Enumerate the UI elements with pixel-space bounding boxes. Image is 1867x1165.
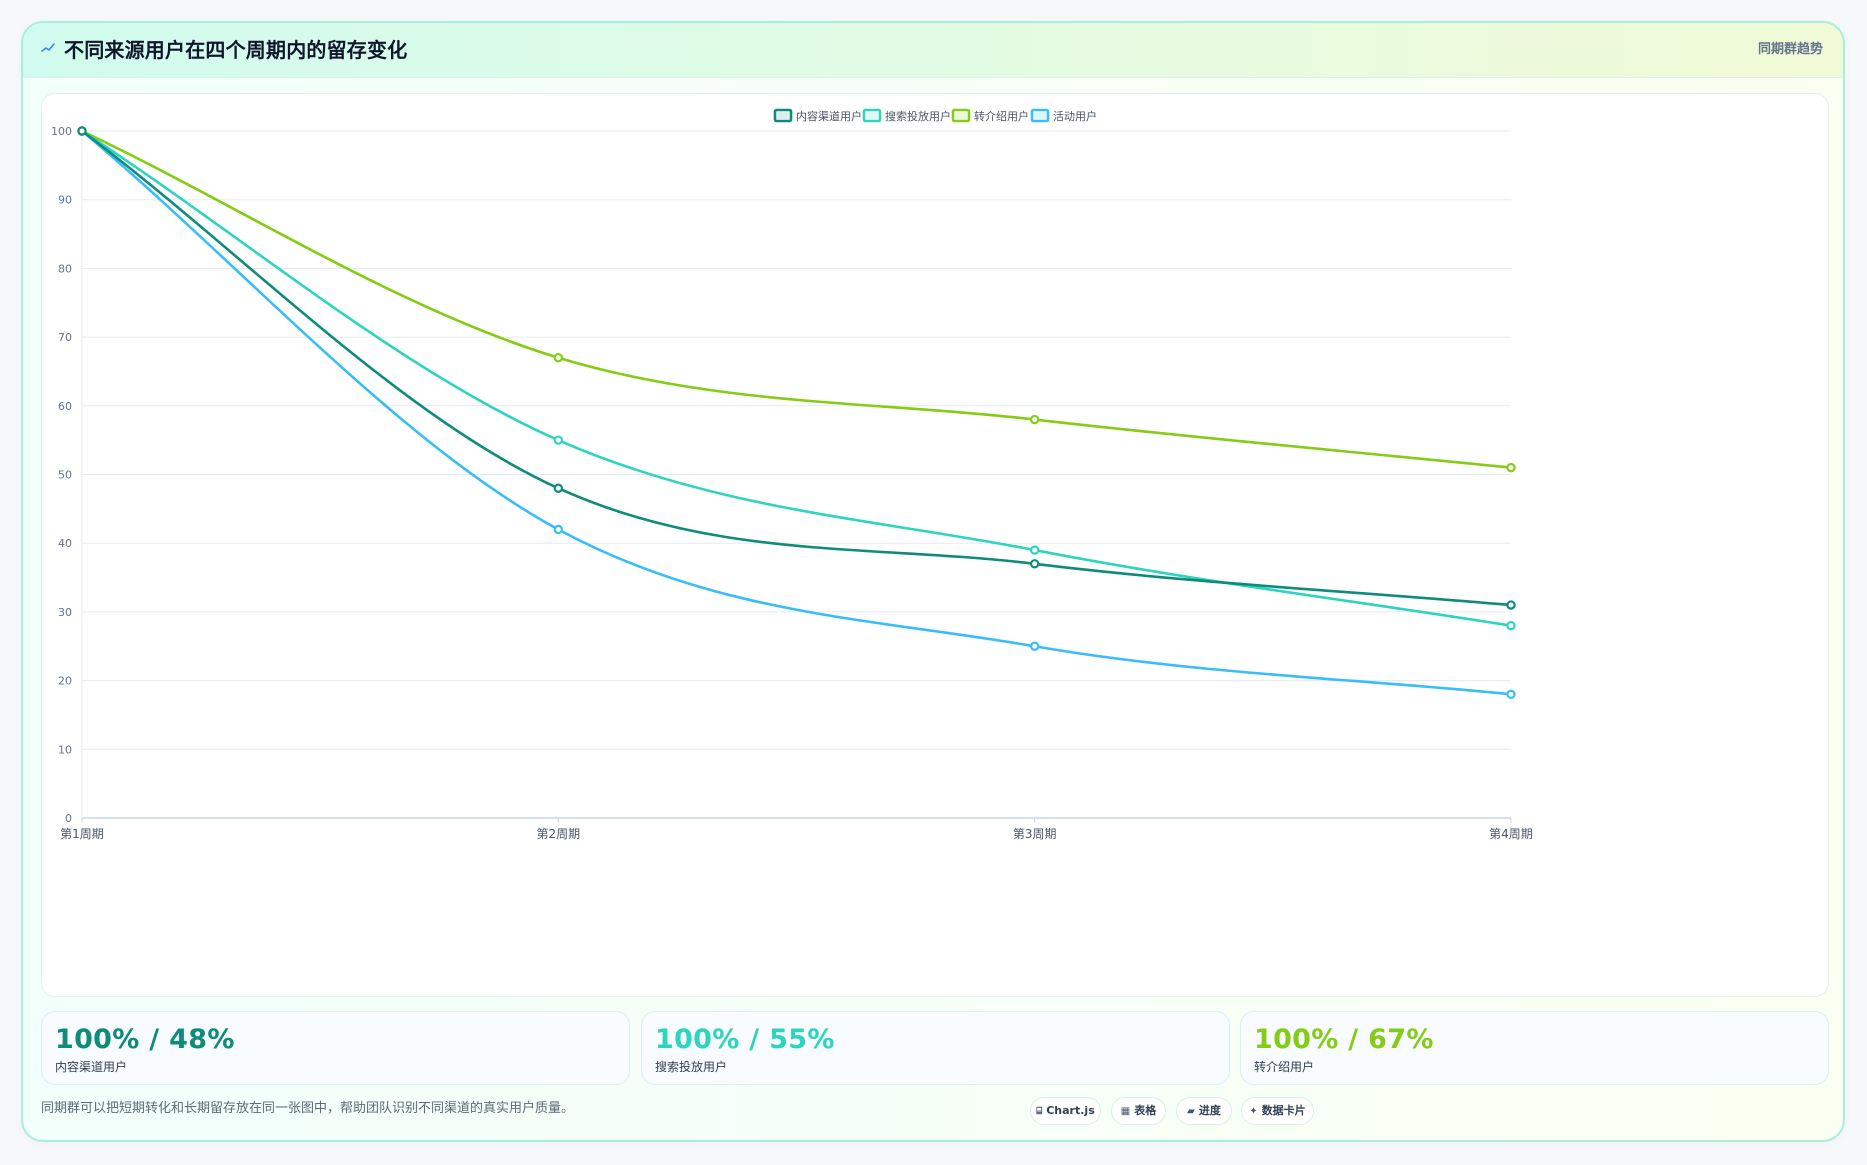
chip-table[interactable]: ▦ 表格 [1111,1097,1166,1125]
data-point[interactable] [77,126,87,136]
grid-layer [82,130,1511,819]
stat-label: 内容渠道用户 [55,1060,128,1074]
code-icon: ⌸ [1036,1106,1043,1117]
legend-swatch-fill [866,112,878,119]
data-point[interactable] [1029,414,1040,425]
panel-header: 不同来源用户在四个周期内的留存变化 同期群趋势 [23,23,1843,78]
chip-label: 进度 [1198,1104,1221,1117]
stat-value: 100% / 67% [1254,1024,1434,1055]
series-line [80,129,1513,627]
footer-note: 同期群可以把短期转化和长期留存放在同一张图中，帮助团队识别不同渠道的真实用户质量… [41,1101,575,1116]
y-tick-label: 90 [58,194,72,207]
series-line [80,129,1513,696]
chip-data-card[interactable]: ✦ 数据卡片 [1241,1097,1314,1125]
legend-swatch-fill [955,112,967,119]
legend-item[interactable]: 内容渠道用户 [773,108,862,123]
stat-card-referral: 100% / 67% 转介绍用户 [1240,1011,1829,1085]
series-line [80,129,1513,469]
data-point[interactable] [1506,462,1516,473]
chip-progress[interactable]: ▰ 进度 [1176,1097,1232,1125]
trend-tag: 同期群趋势 [1757,42,1823,57]
axis-layer: 0 10 20 30 40 50 60 70 80 90 100 第1周期 第2周期 第3周期 第4周期 [51,125,1533,841]
series-layer [77,126,1516,700]
chip-label: 表格 [1134,1104,1157,1117]
chart-panel: 不同来源用户在四个周期内的留存变化 同期群趋势 0 10 20 30 40 50 60 70 8… [21,21,1845,1142]
legend-item[interactable]: 搜索投放用户 [862,108,951,123]
data-point[interactable] [1506,689,1516,700]
table-icon: ▦ [1120,1106,1131,1117]
data-point[interactable] [553,353,564,363]
legend-swatch-fill [777,112,789,119]
x-tick-label: 第1周期 [60,827,104,841]
legend: 内容渠道用户 搜索投放用户 转介绍用户 活动用户 [773,108,1097,123]
series-2 [77,126,1516,631]
y-tick-label: 70 [58,331,72,344]
legend-swatch [862,108,882,123]
chip-label: Chart.js [1046,1104,1095,1117]
legend-swatch [1030,108,1050,123]
page-title: 不同来源用户在四个周期内的留存变化 [64,38,408,62]
data-point[interactable] [553,435,564,445]
legend-label: 转介绍用户 [974,109,1029,123]
stat-label: 转介绍用户 [1254,1060,1315,1074]
series-1 [77,126,1516,610]
legend-swatch-fill [1034,112,1046,119]
chip-row: ⌸ Chart.js ▦ 表格 ▰ 进度 ✦ 数据卡片 [1030,1097,1340,1125]
stat-label: 搜索投放用户 [655,1060,728,1074]
legend-label: 搜索投放用户 [885,109,951,123]
x-tick-label: 第3周期 [1013,827,1057,841]
data-point[interactable] [1029,545,1040,555]
y-tick-label: 40 [58,537,72,550]
data-point[interactable] [1029,559,1040,569]
data-point[interactable] [553,524,564,535]
x-tick-label: 第4周期 [1489,827,1533,841]
stat-value: 100% / 48% [55,1024,235,1055]
line-chart: 0 10 20 30 40 50 60 70 80 90 100 第1周期 第2周期 第3周期 第4周期 内… [51,108,1533,841]
stats-row: 100% / 48% 内容渠道用户 100% / 55% 搜索投放用户 100%… [41,1011,1829,1085]
y-tick-label: 50 [58,469,72,482]
x-tick-label: 第2周期 [537,827,581,841]
data-point[interactable] [553,483,564,493]
data-point[interactable] [1506,600,1516,610]
data-point[interactable] [1029,641,1040,651]
series-3 [77,126,1516,473]
y-tick-label: 80 [58,262,72,275]
chip-chartjs[interactable]: ⌸ Chart.js [1030,1097,1101,1125]
y-tick-label: 10 [58,743,72,756]
chart-line-icon [41,41,55,55]
legend-label: 活动用户 [1053,109,1097,123]
stat-card-content: 100% / 48% 内容渠道用户 [41,1011,630,1085]
legend-swatch [773,108,793,123]
y-tick-label: 60 [58,400,72,413]
stat-card-search: 100% / 55% 搜索投放用户 [641,1011,1230,1085]
legend-item[interactable]: 活动用户 [1030,108,1097,123]
chip-label: 数据卡片 [1261,1104,1306,1117]
chart-line-icon-svg [41,43,55,52]
chart-card: 0 10 20 30 40 50 60 70 80 90 100 第1周期 第2周期 第3周期 第4周期 内… [41,93,1829,997]
legend-swatch [951,108,971,123]
series-line [80,129,1513,607]
stat-value: 100% / 55% [655,1024,835,1055]
y-tick-label: 100 [51,125,72,138]
y-tick-label: 20 [58,675,72,688]
legend-label: 内容渠道用户 [796,109,862,123]
legend-item[interactable]: 转介绍用户 [951,108,1029,123]
data-point[interactable] [1506,620,1516,631]
y-tick-label: 30 [58,606,72,619]
y-tick-label: 0 [65,812,72,825]
progress-icon: ▰ [1187,1106,1195,1117]
sparkle-icon: ✦ [1249,1106,1258,1117]
